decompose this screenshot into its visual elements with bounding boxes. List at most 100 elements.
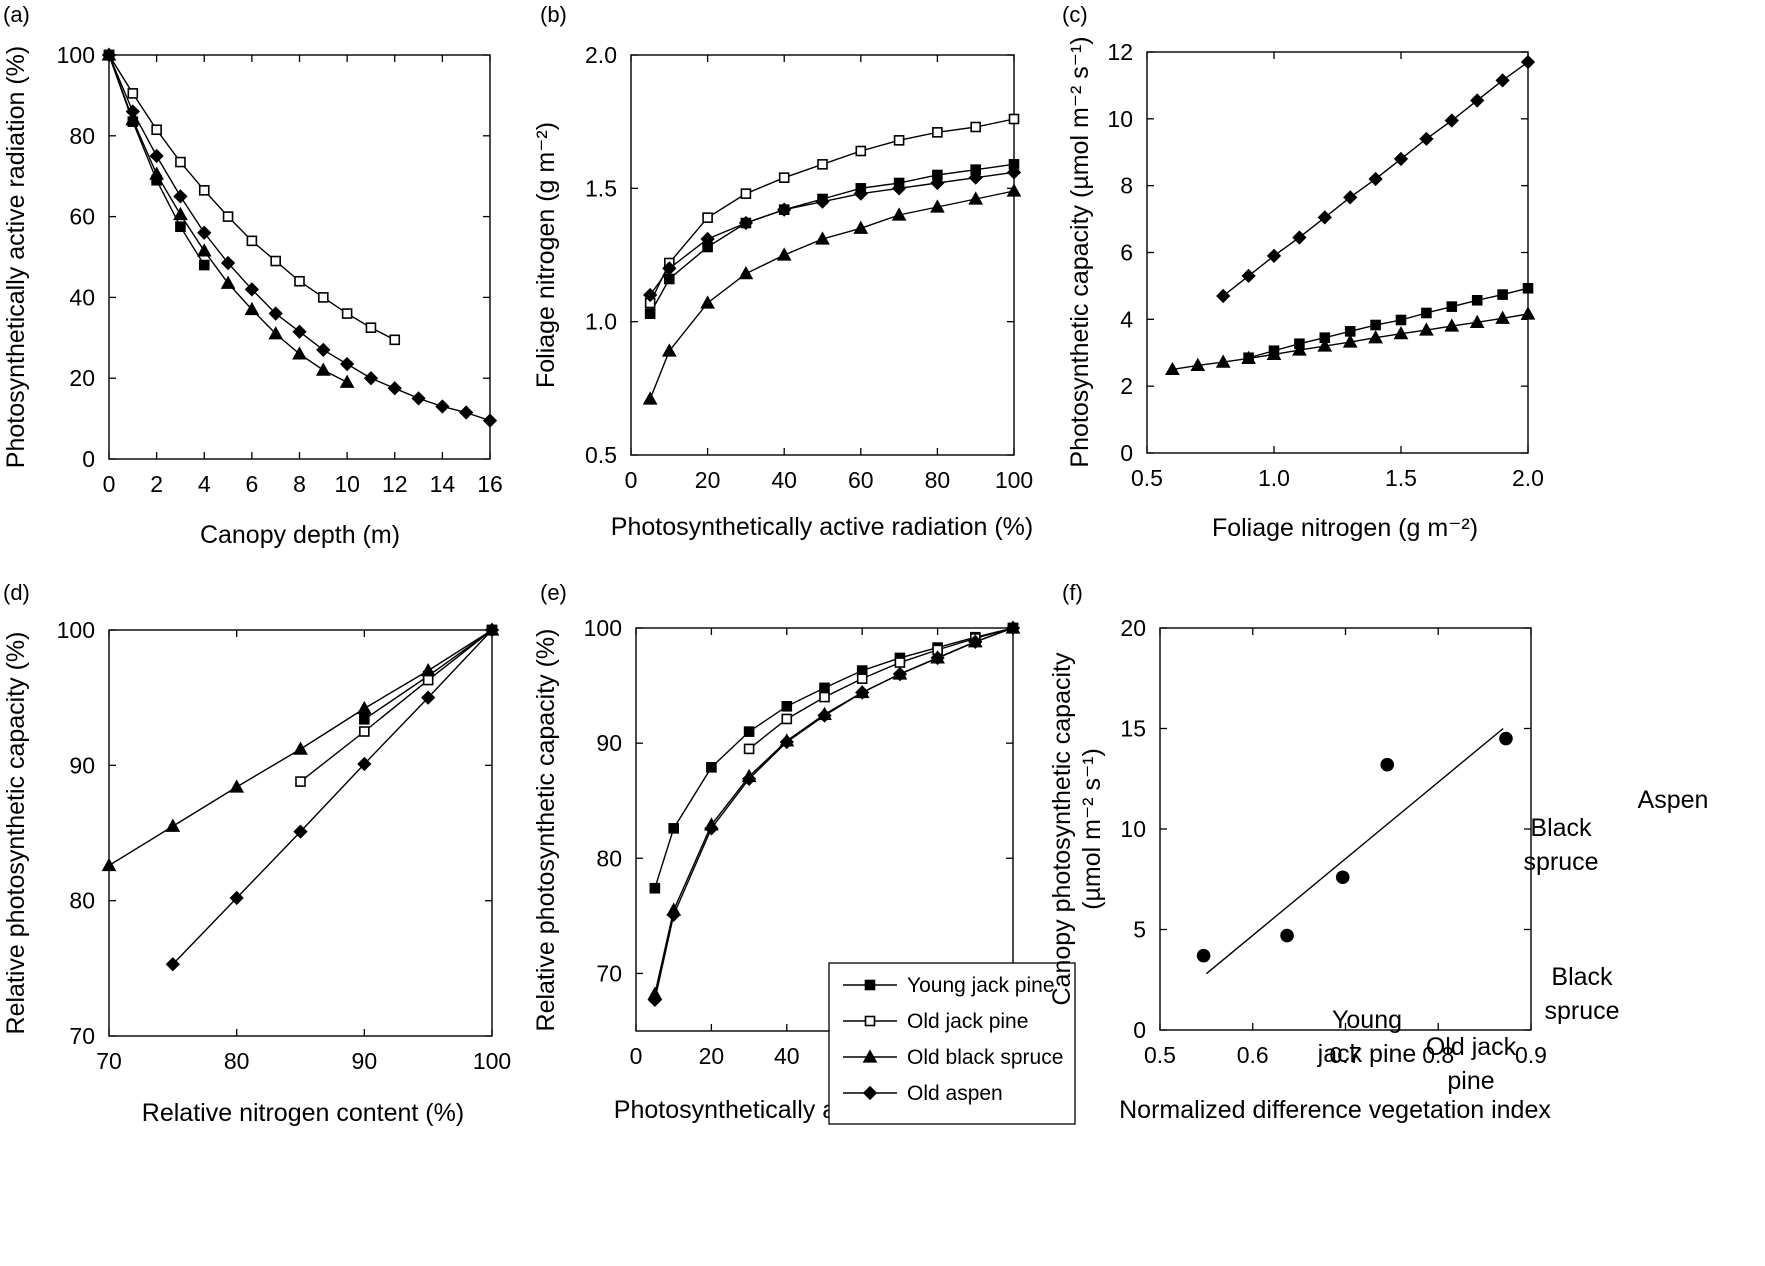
data-point [1471, 294, 1483, 306]
data-point [1196, 948, 1211, 963]
y-axis-title: Canopy photosynthetic capacity [1048, 652, 1076, 1005]
data-point [647, 992, 662, 1008]
data-point [363, 371, 379, 386]
y-axis-title: Photosynthetic capacity (µmol m⁻² s⁻¹) [1066, 36, 1094, 467]
x-tick-label: 0 [630, 1043, 643, 1069]
data-point [855, 685, 870, 700]
data-point [1499, 731, 1513, 746]
data-point [1215, 354, 1231, 368]
data-point [197, 225, 212, 240]
data-point [1292, 230, 1307, 245]
data-point [1216, 288, 1231, 304]
data-point [270, 255, 281, 267]
data-point [1317, 338, 1333, 352]
data-point [294, 275, 305, 287]
plot-frame [635, 627, 1014, 1032]
data-point [668, 823, 680, 834]
annotation-young-jack-pine: Young [1332, 1006, 1402, 1034]
y-tick-label: 80 [69, 123, 95, 149]
data-point [893, 135, 905, 146]
data-point [356, 700, 372, 715]
series-open-square [103, 49, 401, 346]
data-point [1165, 361, 1180, 376]
y-tick-label: 0.5 [585, 442, 617, 468]
y-tick-label: 100 [57, 617, 95, 643]
y-tick-label: 10 [1107, 106, 1133, 132]
x-axis-title: Foliage nitrogen (g m⁻²) [1212, 514, 1478, 542]
panel-letter: (d) [3, 580, 30, 605]
series-filled-diamond [101, 47, 498, 428]
y-tick-label: 12 [1107, 39, 1133, 65]
data-point [1393, 326, 1409, 340]
y-tick-label: 0 [1133, 1017, 1146, 1043]
data-point [318, 292, 329, 303]
data-point [151, 124, 162, 136]
data-point [738, 266, 754, 280]
data-point [1241, 350, 1256, 365]
data-point [1395, 314, 1407, 326]
panel-c: (c) 0.5 1.0 1.5 2.0 0 2 4 6 8 10 12 Foliage nitrogen… [1062, 2, 1544, 542]
data-point [743, 726, 755, 737]
x-tick-label: 0 [103, 471, 116, 497]
data-point [101, 857, 117, 872]
y-tick-label: 20 [69, 365, 95, 391]
data-point [246, 235, 258, 247]
data-point [175, 221, 186, 232]
series-filled-triangle [101, 622, 500, 872]
annotation-black-spruce-low: Black [1551, 963, 1613, 991]
y-tick-label: 1.5 [585, 175, 617, 201]
data-point [411, 391, 426, 406]
data-point [1497, 289, 1508, 300]
panel-letter: (f) [1062, 580, 1083, 605]
x-tick-label: 10 [334, 471, 360, 497]
annotation-old-jack-pine: Old jack [1426, 1033, 1517, 1061]
data-point [702, 212, 713, 223]
data-point [781, 713, 793, 725]
data-point [220, 275, 236, 289]
x-tick-label: 0 [625, 467, 638, 493]
x-axis-title: Photosynthetically active radiation (%) [611, 513, 1033, 541]
x-tick-label: 4 [198, 471, 211, 497]
series-filled-diamond [165, 622, 500, 972]
x-tick-label: 0.9 [1515, 1042, 1547, 1068]
data-point [1380, 757, 1395, 772]
x-tick-label: 90 [352, 1048, 378, 1074]
series-filled-triangle [647, 620, 1021, 1000]
data-point [244, 301, 260, 316]
x-tick-label: 80 [925, 467, 951, 493]
x-tick-label: 40 [774, 1043, 800, 1069]
plot-frame [630, 54, 1015, 456]
legend-marker [864, 979, 876, 991]
plot-frame [108, 629, 493, 1037]
panel-letter: (b) [540, 2, 567, 27]
data-point [220, 255, 236, 271]
data-point [198, 259, 210, 271]
y-tick-label: 0 [82, 446, 95, 472]
data-point [968, 170, 983, 185]
series-line [108, 54, 491, 422]
legend-label: Young jack pine [907, 974, 1055, 997]
x-tick-label: 12 [382, 471, 408, 497]
data-point [661, 343, 677, 357]
y-tick-label: 10 [1120, 816, 1146, 842]
fit-line [1205, 727, 1504, 975]
data-point [1342, 334, 1358, 348]
data-point [292, 324, 307, 339]
legend-marker [862, 1085, 878, 1101]
y-axis-title: Relative photosynthetic capacity (%) [2, 632, 30, 1035]
series-open-square [295, 624, 498, 787]
data-point [643, 287, 658, 303]
data-point [662, 261, 677, 276]
data-point [173, 206, 188, 221]
y-tick-label: 2.0 [585, 42, 617, 68]
data-point [295, 776, 306, 787]
data-point [1522, 282, 1534, 294]
data-point [149, 166, 164, 180]
y-axis-title: Relative photosynthetic capacity (%) [532, 629, 560, 1032]
data-point [244, 282, 260, 297]
data-point [704, 821, 719, 836]
data-point [891, 207, 907, 221]
data-point [738, 215, 754, 231]
series-line [649, 118, 1015, 304]
